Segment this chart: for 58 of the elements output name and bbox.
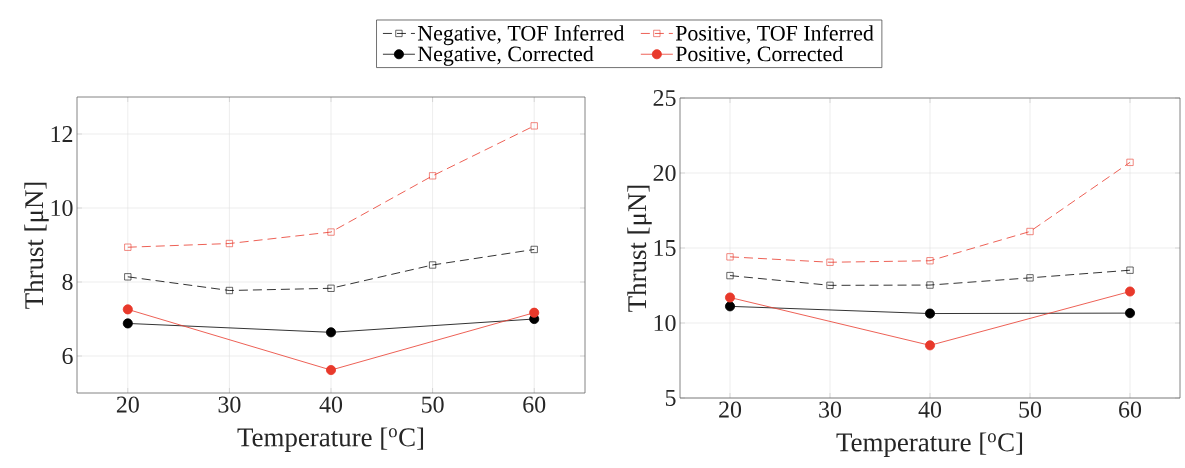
y-axis-title: Thrust [μN] bbox=[627, 185, 652, 312]
x-tick-label: 30 bbox=[819, 401, 842, 418]
point bbox=[1026, 274, 1034, 282]
point bbox=[326, 327, 336, 338]
point bbox=[124, 273, 132, 281]
point bbox=[1026, 228, 1034, 235]
point bbox=[1125, 286, 1136, 297]
y-tick-label: 10 bbox=[51, 199, 73, 217]
point bbox=[1126, 266, 1134, 274]
x-tick-label: 50 bbox=[422, 396, 444, 413]
x-tick-label: 20 bbox=[116, 396, 139, 413]
point bbox=[926, 257, 934, 265]
point bbox=[122, 304, 133, 315]
y-tick-label: 15 bbox=[654, 239, 676, 257]
point bbox=[725, 292, 736, 303]
legend-label: Negative, TOF Inferred bbox=[417, 24, 625, 46]
point bbox=[429, 261, 437, 269]
point bbox=[726, 253, 734, 261]
point bbox=[530, 245, 538, 253]
point bbox=[530, 122, 538, 130]
point bbox=[925, 308, 936, 319]
point bbox=[327, 228, 335, 236]
point bbox=[726, 272, 734, 280]
x-axis-title: Temperature [$^{o}$C] bbox=[836, 432, 1023, 457]
legend-label: Negative, Corrected bbox=[417, 45, 594, 66]
point bbox=[124, 243, 132, 251]
y-tick-label: 25 bbox=[653, 89, 676, 107]
legend-label: Positive, Corrected bbox=[675, 45, 843, 65]
x-tick-label: 60 bbox=[523, 396, 546, 413]
x-tick-label: 20 bbox=[719, 401, 742, 418]
point bbox=[326, 365, 336, 376]
point bbox=[1125, 308, 1136, 319]
point bbox=[725, 301, 736, 312]
y-axis-title: Thrust [μN] bbox=[24, 182, 49, 309]
point bbox=[925, 340, 936, 351]
legend-label: Positive, TOF Inferred bbox=[675, 24, 874, 44]
point bbox=[1126, 158, 1134, 166]
point bbox=[327, 284, 335, 292]
point bbox=[529, 307, 540, 318]
x-tick-label: 60 bbox=[1119, 401, 1142, 418]
point bbox=[926, 281, 934, 289]
x-tick-label: 30 bbox=[218, 396, 241, 413]
y-tick-label: 5 bbox=[665, 390, 676, 406]
point bbox=[225, 287, 233, 295]
point bbox=[429, 172, 437, 180]
x-axis-title: Temperature [$^{o}$C] bbox=[237, 427, 424, 452]
x-tick-label: 40 bbox=[319, 396, 343, 413]
y-tick-label: 12 bbox=[51, 126, 73, 142]
point bbox=[826, 258, 834, 266]
point bbox=[122, 318, 133, 329]
point bbox=[826, 281, 834, 289]
y-tick-label: 6 bbox=[62, 347, 73, 365]
x-tick-label: 50 bbox=[1019, 401, 1042, 418]
y-tick-label: 10 bbox=[654, 314, 676, 332]
y-tick-label: 20 bbox=[653, 164, 676, 182]
y-tick-label: 8 bbox=[62, 273, 73, 291]
point bbox=[225, 240, 233, 248]
x-tick-label: 40 bbox=[918, 401, 942, 418]
